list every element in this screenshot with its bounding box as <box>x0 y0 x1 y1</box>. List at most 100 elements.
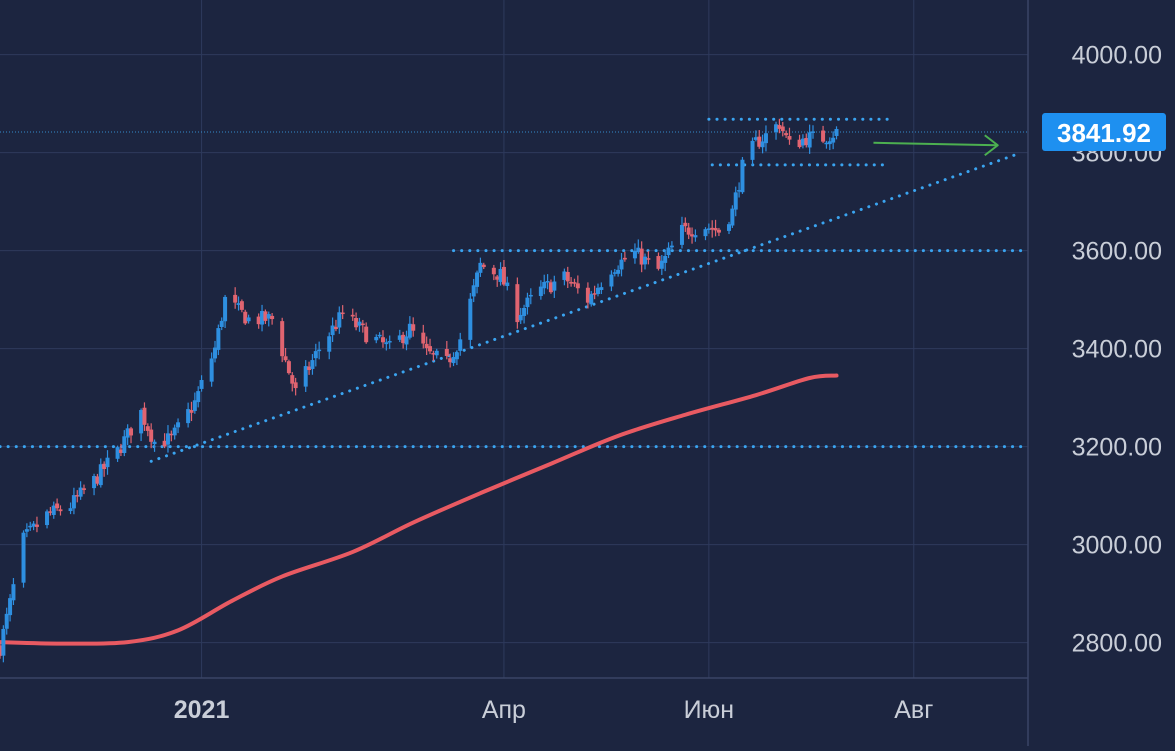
candle-body <box>730 208 735 226</box>
candle-body <box>290 375 295 384</box>
candle-body <box>81 488 86 490</box>
candle-body <box>380 337 385 343</box>
candle-body <box>149 429 154 442</box>
candle-body <box>616 269 621 274</box>
candle-body <box>95 476 100 484</box>
candle-body <box>55 503 60 509</box>
candle-body <box>505 282 510 287</box>
candle-body <box>458 339 463 351</box>
candle-body <box>434 350 439 356</box>
candle-body <box>589 293 594 305</box>
candle-body <box>169 433 174 436</box>
candle-body <box>71 495 76 509</box>
x-tick-label: Июн <box>684 696 735 724</box>
last-price-marker: 3841.92 <box>1042 113 1166 152</box>
candle-body <box>102 463 107 470</box>
candle-body <box>807 132 812 148</box>
candle-body <box>444 349 449 356</box>
candle-body <box>753 137 758 140</box>
candle-body <box>48 511 53 513</box>
candle-body <box>165 433 170 445</box>
candle-body <box>780 126 785 132</box>
arrow-shaft <box>873 141 998 147</box>
candle-body <box>360 323 365 326</box>
candle-body <box>11 584 16 601</box>
y-tick-label: 3000.00 <box>1072 532 1162 560</box>
candle-body <box>266 314 271 319</box>
candle-body <box>139 410 144 434</box>
candle-body <box>209 358 214 382</box>
candle-body <box>78 487 83 497</box>
candle-body <box>45 511 50 526</box>
candle-body <box>643 256 648 265</box>
x-tick-label: Апр <box>482 696 526 724</box>
candle-body <box>98 464 103 486</box>
candle-body <box>750 140 755 160</box>
candle-body <box>105 457 110 468</box>
candle-body <box>475 272 480 287</box>
candle-body <box>595 287 600 295</box>
candle-body <box>186 409 191 424</box>
candle-body <box>501 266 506 285</box>
candle-body <box>622 257 627 260</box>
candle-body <box>659 260 664 269</box>
candle-body <box>821 130 826 142</box>
candle-body <box>411 324 416 331</box>
candle-body <box>686 227 691 235</box>
candle-body <box>619 259 624 270</box>
candle-body <box>528 294 533 297</box>
candle-body <box>92 475 97 489</box>
candle-body <box>239 301 244 310</box>
candle-body <box>562 271 567 280</box>
candle-body <box>666 247 671 256</box>
candle-body <box>448 358 453 363</box>
candle-body <box>495 276 500 280</box>
y-tick-label: 4000.00 <box>1072 42 1162 70</box>
arrow-head <box>984 134 999 157</box>
candle-body <box>428 346 433 352</box>
candle-body <box>223 296 228 322</box>
candle-body <box>1 628 6 656</box>
candle-body <box>575 283 580 289</box>
candle-body <box>162 440 167 447</box>
candle-body <box>777 125 782 129</box>
candle-body <box>256 316 261 325</box>
candle-body <box>679 224 684 245</box>
candle-body <box>824 142 829 145</box>
candle-body <box>639 248 644 265</box>
candle-body <box>176 422 181 428</box>
candle-body <box>68 508 73 512</box>
moving-average-line <box>0 373 839 646</box>
candle-body <box>468 298 473 340</box>
candle-body <box>189 410 194 413</box>
candle-body <box>34 524 39 527</box>
candle-body <box>797 139 802 148</box>
candle-body <box>357 321 362 326</box>
last-price-label: 3841.92 <box>1057 118 1151 148</box>
candle-body <box>760 141 765 148</box>
candle-body <box>609 274 614 287</box>
candle-body <box>478 262 483 273</box>
candle-body <box>333 326 338 329</box>
candlesticks <box>0 118 839 663</box>
y-tick-label: 3600.00 <box>1072 238 1162 266</box>
candle-body <box>404 336 409 345</box>
candle-body <box>243 311 248 324</box>
candle-body <box>313 351 318 359</box>
candle-body <box>213 347 218 359</box>
candle-body <box>733 192 738 210</box>
candle-body <box>804 138 809 146</box>
candle-body <box>145 426 150 431</box>
candle-body <box>710 227 715 230</box>
candle-body <box>481 264 486 268</box>
candle-body <box>21 532 26 583</box>
candle-body <box>317 349 322 352</box>
candle-body <box>515 284 520 323</box>
candle-body <box>196 391 201 403</box>
x-tick-label: Авг <box>894 696 933 724</box>
candle-body <box>693 235 698 238</box>
candle-body <box>784 133 789 136</box>
candle-body <box>192 400 197 411</box>
candle-body <box>538 286 543 297</box>
